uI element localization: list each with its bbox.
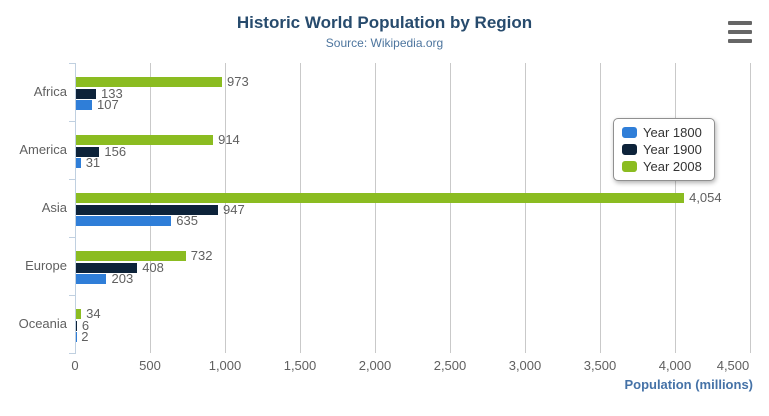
legend-item-year-1900[interactable]: Year 1900 (622, 142, 702, 157)
menu-bar (728, 39, 752, 43)
legend-swatch-year-1900 (622, 144, 637, 155)
bar-america-year-1800[interactable] (76, 158, 81, 168)
data-label-oceania-year-2008: 34 (86, 306, 101, 321)
gridline (300, 63, 301, 353)
bar-oceania-year-2008[interactable] (76, 309, 82, 319)
y-axis-line (75, 63, 76, 354)
data-label-america-year-1800: 31 (85, 155, 101, 170)
x-axis-tick-label: 500 (139, 358, 161, 373)
data-label-asia-year-2008: 4,054 (689, 190, 722, 205)
chart-title: Historic World Population by Region (236, 13, 533, 32)
data-label-oceania-year-1800: 2 (81, 329, 89, 344)
bar-europe-year-1900[interactable] (76, 262, 138, 273)
menu-bar (728, 30, 752, 34)
axis-tick (69, 295, 75, 296)
bar-africa-year-1900[interactable] (76, 88, 96, 99)
data-label-europe-year-1800: 203 (111, 271, 134, 286)
data-label-europe-year-1900: 408 (142, 259, 164, 275)
bar-oceania-year-1900[interactable] (76, 320, 77, 331)
axis-tick (69, 179, 75, 180)
axis-tick (69, 121, 75, 122)
gridline (750, 63, 751, 353)
axis-tick (69, 353, 75, 354)
bar-asia-year-2008[interactable] (76, 193, 685, 203)
x-axis-tick-label: 0 (71, 358, 79, 373)
data-label-asia-year-1800: 635 (176, 213, 198, 228)
data-label-europe-year-2008: 732 (190, 248, 213, 263)
legend-label: Year 1900 (643, 142, 702, 157)
category-label-asia: Asia (41, 200, 67, 215)
bar-europe-year-1800[interactable] (76, 274, 107, 284)
bar-asia-year-1900[interactable] (76, 204, 218, 215)
data-label-america-year-1900: 156 (104, 143, 127, 159)
axis-tick (69, 63, 75, 64)
category-label-europe: Europe (25, 258, 67, 273)
x-axis-title: Population (millions) (624, 377, 753, 392)
bar-america-year-2008[interactable] (76, 135, 214, 145)
x-axis-tick-label: 4,000 (658, 358, 692, 373)
category-label-america: America (19, 142, 67, 157)
data-label-africa-year-2008: 973 (227, 74, 249, 89)
bar-africa-year-1800[interactable] (76, 100, 92, 110)
legend-swatch-year-1800 (622, 127, 637, 138)
x-axis-tick-label: 1,000 (208, 358, 242, 373)
data-label-asia-year-1900: 947 (223, 201, 245, 217)
data-label-america-year-2008: 914 (218, 132, 240, 147)
x-axis-tick-label: 3,000 (508, 358, 542, 373)
x-axis-tick-label: 2,500 (433, 358, 467, 373)
data-label-africa-year-1800: 107 (97, 97, 119, 112)
legend-label: Year 1800 (643, 125, 702, 140)
legend-item-year-2008[interactable]: Year 2008 (622, 159, 702, 174)
x-axis-tick-label: 4,500 (716, 358, 750, 373)
legend-item-year-1800[interactable]: Year 1800 (622, 125, 702, 140)
x-axis-tick-label: 2,000 (358, 358, 392, 373)
category-label-oceania: Oceania (18, 316, 67, 331)
gridline (375, 63, 376, 353)
hamburger-menu-icon[interactable] (726, 19, 754, 45)
gridline (525, 63, 526, 353)
chart-subtitle: Source: Wikipedia.org (325, 36, 444, 50)
category-label-africa: Africa (33, 84, 67, 99)
legend-swatch-year-2008 (622, 161, 637, 172)
bar-america-year-1900[interactable] (76, 146, 100, 157)
x-axis-tick-label: 1,500 (283, 358, 317, 373)
axis-tick (69, 237, 75, 238)
legend-label: Year 2008 (643, 159, 702, 174)
data-label-africa-year-1900: 133 (101, 85, 123, 101)
bar-asia-year-1800[interactable] (76, 216, 172, 226)
legend: Year 1800 Year 1900 Year 2008 (613, 118, 715, 181)
gridline (600, 63, 601, 353)
gridline (225, 63, 226, 353)
bar-africa-year-2008[interactable] (76, 77, 222, 87)
x-axis-tick-label: 3,500 (583, 358, 617, 373)
menu-bar (728, 21, 752, 25)
bar-europe-year-2008[interactable] (76, 251, 186, 261)
gridline (450, 63, 451, 353)
data-label-oceania-year-1900: 6 (81, 317, 90, 333)
gridline (675, 63, 676, 353)
